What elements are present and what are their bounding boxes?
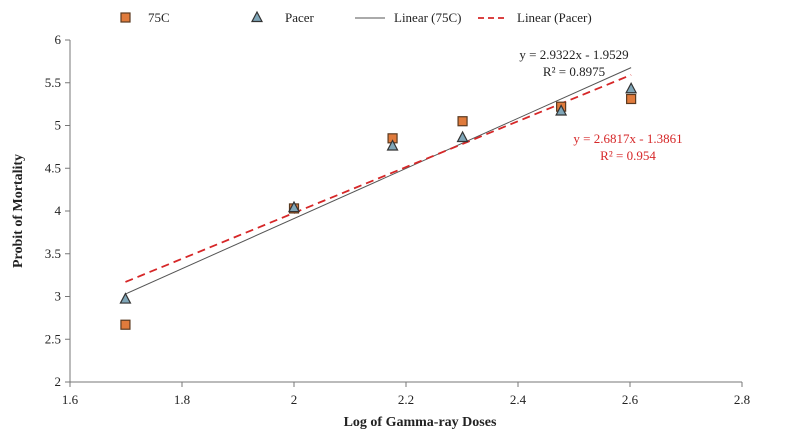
x-axis-label: Log of Gamma-ray Doses xyxy=(344,415,497,430)
y-tick-label: 2.5 xyxy=(45,331,61,346)
x-tick-label: 2.6 xyxy=(622,392,639,407)
x-tick-label: 2.2 xyxy=(398,392,414,407)
point-pacer xyxy=(555,104,568,116)
x-tick-label: 2.8 xyxy=(734,392,750,407)
legend-label-linear-pacer: Linear (Pacer) xyxy=(517,10,592,25)
y-axis-label: Probit of Mortality xyxy=(11,154,26,268)
point-75c xyxy=(457,116,468,127)
x-tick-label: 1.6 xyxy=(62,392,79,407)
y-tick-label: 2 xyxy=(55,374,62,389)
trendlines xyxy=(125,67,632,295)
trendline-equation-pacer: y = 2.6817x - 1.3861 xyxy=(573,131,682,146)
trendline-r2-pacer: R² = 0.954 xyxy=(600,148,656,163)
legend-label-pacer: Pacer xyxy=(285,10,315,25)
data-points xyxy=(119,81,638,330)
trendline-linear-pacer xyxy=(125,74,632,283)
y-tick-label: 3.5 xyxy=(45,246,61,261)
point-pacer xyxy=(386,139,399,151)
y-tick-label: 5.5 xyxy=(45,75,61,90)
point-pacer xyxy=(119,292,132,304)
point-75c xyxy=(626,93,637,105)
legend: 75C Pacer Linear (75C) Linear (Pacer) xyxy=(120,10,592,25)
y-tick-label: 4.5 xyxy=(45,160,61,175)
y-tick-label: 3 xyxy=(55,289,62,304)
trendline-r2-75c: R² = 0.8975 xyxy=(543,64,605,79)
y-tick-label: 5 xyxy=(55,118,62,133)
y-tick-label: 4 xyxy=(55,203,62,218)
point-pacer xyxy=(288,200,300,213)
legend-marker-pacer xyxy=(251,10,263,23)
point-pacer xyxy=(625,81,638,94)
x-tick-label: 2.4 xyxy=(510,392,527,407)
point-75c xyxy=(120,319,131,330)
legend-label-75c: 75C xyxy=(148,10,170,25)
x-tick-label: 2 xyxy=(291,392,298,407)
point-pacer xyxy=(456,130,469,143)
trendline-equation-75c: y = 2.9322x - 1.9529 xyxy=(519,47,628,62)
legend-marker-75c xyxy=(120,12,131,23)
legend-label-linear-75c: Linear (75C) xyxy=(394,10,462,25)
x-tick-label: 1.8 xyxy=(174,392,190,407)
y-tick-label: 6 xyxy=(55,32,62,47)
trendline-linear-75c xyxy=(125,67,632,295)
axes: 2 2.5 3 3.5 4 4.5 5 5.5 6 1.6 1.8 2 2.2 2.4 2.6 2.8 xyxy=(45,32,750,407)
